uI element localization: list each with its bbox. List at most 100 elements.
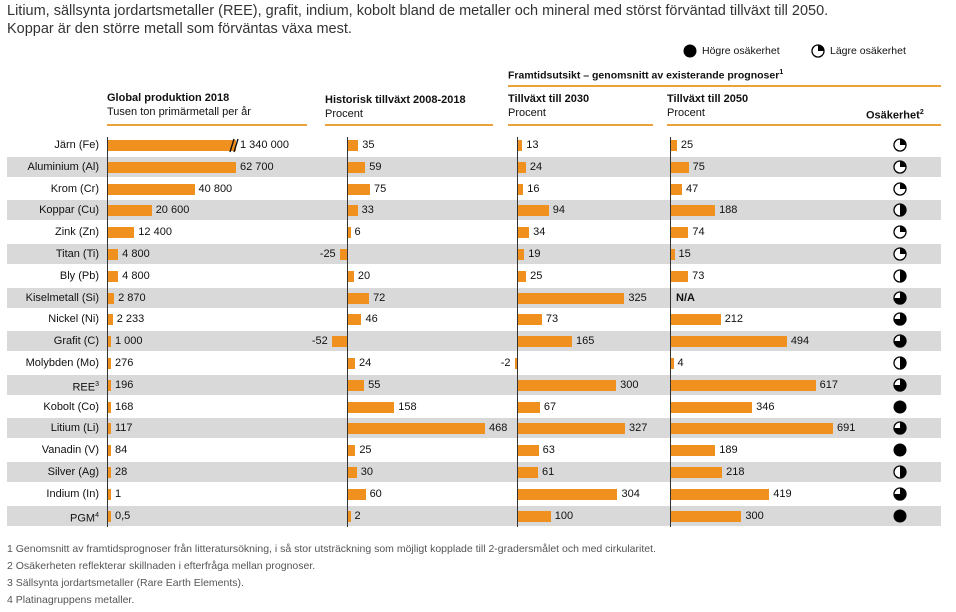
value-label: 2 — [354, 509, 361, 522]
bar — [671, 401, 753, 413]
value-label: 15 — [678, 248, 691, 260]
row-label: REE3 — [72, 380, 99, 394]
row-label: Litium (Li) — [50, 422, 99, 435]
value-label: 73 — [545, 313, 559, 326]
value-label: 304 — [621, 487, 640, 500]
bar — [108, 467, 111, 478]
value-label: 218 — [726, 466, 745, 478]
bar — [518, 140, 523, 151]
value-label: 40 800 — [198, 182, 233, 195]
title-line-1: Litium, sällsynta jordartsmetaller (REE)… — [7, 3, 829, 19]
bar — [671, 161, 689, 173]
row-label: Koppar (Cu) — [39, 204, 99, 217]
row-label-sup: 4 — [95, 511, 99, 519]
value-label: 61 — [541, 466, 555, 478]
bar — [108, 358, 111, 369]
value-label: 1 — [115, 487, 122, 500]
bar — [348, 488, 366, 500]
value-label: 1 000 — [115, 335, 143, 348]
bar — [671, 314, 721, 326]
value-label: 74 — [692, 226, 705, 239]
row-shade — [7, 156, 941, 177]
bar — [518, 205, 549, 217]
value-label: 72 — [373, 291, 386, 304]
bar — [339, 249, 347, 260]
row-shade — [7, 287, 941, 308]
uncertainty-pie-icon — [893, 356, 907, 370]
bar — [108, 205, 152, 217]
bar — [671, 358, 674, 369]
filled-circle-icon — [893, 400, 907, 414]
row-label: Nickel (Ni) — [48, 313, 99, 326]
bar — [348, 358, 356, 369]
row-label: Kiselmetall (Si) — [25, 291, 99, 304]
bar — [518, 249, 525, 260]
rule-2030 — [508, 124, 653, 126]
value-label: 25 — [680, 139, 694, 151]
bar — [518, 161, 526, 173]
uncertainty-pie-icon — [893, 203, 907, 218]
value-label: 196 — [115, 378, 134, 391]
bar — [671, 227, 689, 239]
value-label: 4 800 — [122, 269, 150, 282]
quarter-circle-icon — [811, 44, 825, 58]
bar — [348, 467, 357, 478]
row-label: Silver (Ag) — [47, 466, 99, 478]
bar — [671, 467, 723, 478]
uncertainty-pie-icon — [893, 465, 907, 479]
uncertainty-pie-icon — [893, 247, 907, 261]
bar — [671, 445, 716, 457]
uncertainty-pie-icon — [893, 138, 907, 152]
value-label: 24 — [359, 357, 372, 369]
chart-title: Litium, sällsynta jordartsmetaller (REE)… — [7, 2, 828, 38]
bar — [518, 270, 527, 282]
value-label: 12 400 — [138, 226, 172, 239]
uncertainty-pie-icon — [893, 160, 907, 174]
row-label: Järn (Fe) — [54, 139, 99, 151]
value-label: 0,5 — [115, 509, 131, 522]
axis-line — [517, 137, 518, 528]
bar — [348, 227, 351, 239]
bar — [108, 488, 111, 500]
bar — [108, 292, 115, 304]
bar — [518, 336, 572, 348]
value-label: -25 — [319, 248, 336, 260]
value-label: 276 — [115, 357, 134, 369]
bar — [108, 423, 111, 435]
outlook-header: Framtidsutsikt – genomsnitt av existeran… — [508, 69, 784, 82]
bar — [518, 379, 617, 391]
value-label: -2 — [500, 357, 511, 369]
value-label: 59 — [369, 160, 382, 173]
bar — [108, 336, 111, 348]
uncertainty-pie-icon — [893, 269, 907, 283]
bar — [348, 445, 356, 457]
value-label: 468 — [489, 422, 508, 435]
value-label: 19 — [528, 248, 541, 260]
value-label: 327 — [629, 422, 648, 435]
title-line-2: Koppar är den större metall som förvänta… — [7, 21, 352, 37]
value-label: 60 — [369, 487, 382, 500]
column-header-uncertainty: Osäkerhet2 — [866, 109, 924, 122]
outlook-rule — [508, 85, 941, 87]
row-label: Molybden (Mo) — [25, 357, 99, 369]
uncertainty-pie-icon — [893, 290, 907, 305]
value-label: 84 — [115, 444, 128, 457]
value-label: 2 870 — [118, 291, 146, 304]
value-label: 325 — [628, 291, 647, 304]
row-label: PGM4 — [70, 511, 99, 525]
value-label: 1 340 000 — [240, 139, 289, 151]
rule-production — [107, 124, 307, 126]
value-label: 34 — [533, 226, 546, 239]
bar — [108, 314, 113, 326]
bar — [518, 488, 618, 500]
axis-line — [107, 137, 108, 528]
bar — [518, 292, 625, 304]
row-label: Aluminium (Al) — [27, 160, 99, 173]
row-shade — [7, 505, 941, 526]
bar — [671, 379, 816, 391]
value-label: 4 800 — [122, 248, 150, 260]
value-label: 25 — [530, 269, 543, 282]
uncertainty-pie-icon — [893, 225, 907, 239]
row-label: Kobolt (Co) — [43, 400, 99, 413]
bar — [108, 161, 236, 173]
